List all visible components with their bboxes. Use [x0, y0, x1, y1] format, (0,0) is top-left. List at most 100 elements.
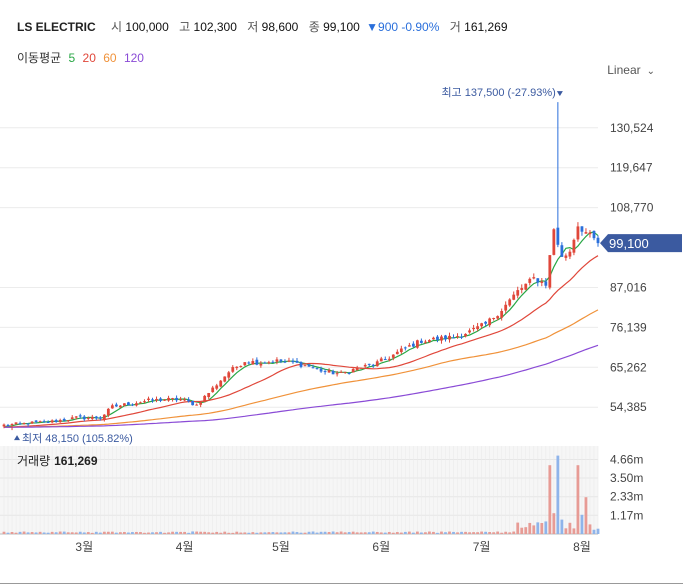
volume-bar: [106, 531, 110, 534]
volume-bar: [46, 532, 50, 534]
high-marker-label: 최고 137,500 (-27.93%): [441, 86, 555, 99]
candle-body: [6, 424, 10, 426]
volume-bar: [432, 531, 435, 534]
volume-bar: [223, 531, 227, 534]
volume-bar: [283, 532, 287, 534]
volume-bar: [255, 532, 259, 534]
candle-body: [331, 370, 335, 375]
candle-body: [524, 283, 528, 290]
candle-body: [199, 402, 203, 405]
volume-bar: [102, 531, 106, 534]
candle-body: [395, 351, 399, 355]
candle-body: [231, 367, 235, 372]
volume-bar: [118, 532, 122, 534]
y-tick-label: 76,139: [610, 320, 647, 334]
ma-legend-120[interactable]: 120: [123, 51, 144, 65]
volume-bar: [488, 532, 492, 534]
candle-body: [18, 423, 22, 425]
candle-body: [391, 354, 395, 358]
ma-legend-60[interactable]: 60: [103, 51, 117, 65]
candle-body: [263, 362, 267, 364]
volume-bar: [183, 531, 187, 534]
candle-body: [375, 361, 379, 367]
candle-body: [14, 422, 18, 425]
candle-body: [492, 318, 496, 320]
volume-bar: [215, 531, 219, 534]
ma-legend-20[interactable]: 20: [82, 51, 96, 65]
candle-body: [50, 420, 54, 423]
volume-bar: [18, 531, 22, 534]
candle-body: [415, 340, 419, 348]
volume-bar: [38, 531, 42, 534]
candle-body: [70, 417, 74, 420]
candle-body: [528, 278, 532, 283]
candle-body: [38, 421, 42, 423]
candle-body: [428, 340, 431, 342]
candle-body: [500, 311, 504, 318]
candle-body: [488, 318, 492, 326]
candle-body: [30, 421, 34, 424]
volume-bar: [127, 532, 130, 534]
volume-bar: [339, 531, 343, 534]
candle-body: [432, 337, 435, 340]
ma-line-20: [3, 255, 599, 428]
candle-body: [187, 399, 191, 402]
candle-body: [58, 419, 62, 423]
chevron-down-icon: ⌄: [646, 66, 655, 77]
volume-bar: [528, 522, 532, 534]
volume-bar: [327, 532, 331, 534]
candle-body: [464, 333, 467, 337]
y-tick-label: 108,770: [610, 201, 654, 215]
volume-bar: [155, 532, 158, 534]
volume-bar: [492, 532, 496, 534]
volume-bar: [512, 531, 516, 534]
candle-body: [347, 372, 351, 374]
candle-body: [424, 341, 427, 343]
candle-body: [440, 336, 443, 341]
candle-body: [572, 239, 576, 253]
volume-bar: [187, 532, 191, 534]
volume-label: 거: [449, 20, 461, 34]
candle-body: [106, 408, 110, 416]
volume-bar: [2, 531, 6, 534]
volume-bar: [307, 531, 311, 534]
candle-body: [564, 255, 568, 258]
volume-bar: [34, 532, 38, 534]
volume-bar: [114, 532, 118, 534]
volume-bar: [299, 532, 303, 534]
volume-bar: [143, 532, 146, 534]
ma-legend-5[interactable]: 5: [68, 51, 76, 65]
volume-bar: [460, 531, 463, 534]
change-value: ▼900 -0.90%: [366, 20, 440, 34]
volume-bar: [271, 532, 275, 534]
candle-body: [247, 362, 251, 364]
candle-body: [291, 360, 295, 363]
candle-body: [135, 403, 138, 406]
y-tick-label: 130,524: [610, 121, 654, 135]
volume-bar: [315, 532, 319, 534]
candle-body: [399, 348, 403, 353]
volume-bar: [560, 519, 564, 534]
volume-bar: [247, 532, 251, 534]
volume-bar: [403, 531, 407, 534]
candle-body: [379, 358, 383, 362]
x-tick-label: 6월: [372, 540, 390, 554]
scale-dropdown[interactable]: Linear ⌄: [607, 63, 655, 77]
volume-bar: [415, 531, 419, 534]
volume-bar: [147, 532, 150, 534]
volume-bar: [504, 531, 508, 534]
candle-body: [584, 232, 588, 234]
volume-bar: [195, 531, 199, 534]
candle-body: [82, 416, 86, 420]
candle-body: [556, 227, 560, 245]
candle-body: [303, 365, 307, 367]
volume-bar: [90, 532, 94, 534]
volume-bar: [395, 532, 399, 534]
volume-bar: [287, 532, 291, 534]
volume-bar: [82, 532, 86, 534]
candle-body: [520, 288, 524, 290]
volume-bar: [540, 523, 544, 534]
candle-body: [307, 364, 311, 367]
candle-body: [287, 360, 291, 362]
